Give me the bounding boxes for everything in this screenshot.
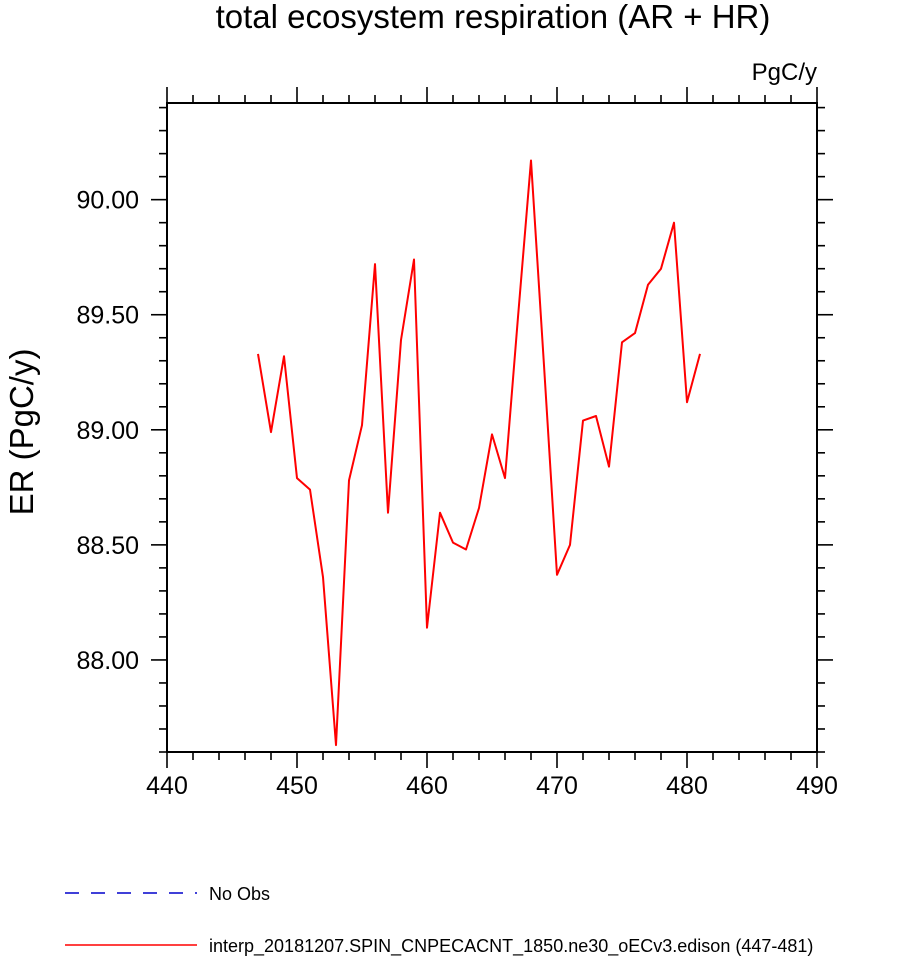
- y-axis-label: ER (PgC/y): [3, 349, 40, 516]
- legend-label: interp_20181207.SPIN_CNPECACNT_1850.ne30…: [209, 936, 813, 957]
- series-line: [257, 159, 701, 747]
- plot-frame: [166, 102, 818, 753]
- x-tick-label: 460: [406, 772, 448, 800]
- y-tick-label: 88.00: [76, 647, 139, 675]
- units-label: PgC/y: [752, 59, 817, 86]
- y-tick-label: 89.50: [76, 302, 139, 330]
- y-tick-label: 89.00: [76, 417, 139, 445]
- x-tick-label: 480: [666, 772, 708, 800]
- series-group: [257, 159, 701, 747]
- legend-label: No Obs: [209, 884, 270, 904]
- x-tick-label: 450: [276, 772, 318, 800]
- chart-title: total ecosystem respiration (AR + HR): [216, 0, 771, 35]
- x-tick-label: 470: [536, 772, 578, 800]
- legend: No Obs interp_20181207.SPIN_CNPECACNT_185…: [65, 884, 813, 957]
- x-tick-label: 440: [146, 772, 188, 800]
- tick-labels: 440 450 460 470 480 490 88.00 88.50 89.00 89.50 90…: [76, 187, 837, 800]
- y-tick-label: 88.50: [76, 532, 139, 560]
- axis-ticks: [151, 87, 833, 768]
- x-tick-label: 490: [796, 772, 838, 800]
- y-tick-label: 90.00: [76, 187, 139, 215]
